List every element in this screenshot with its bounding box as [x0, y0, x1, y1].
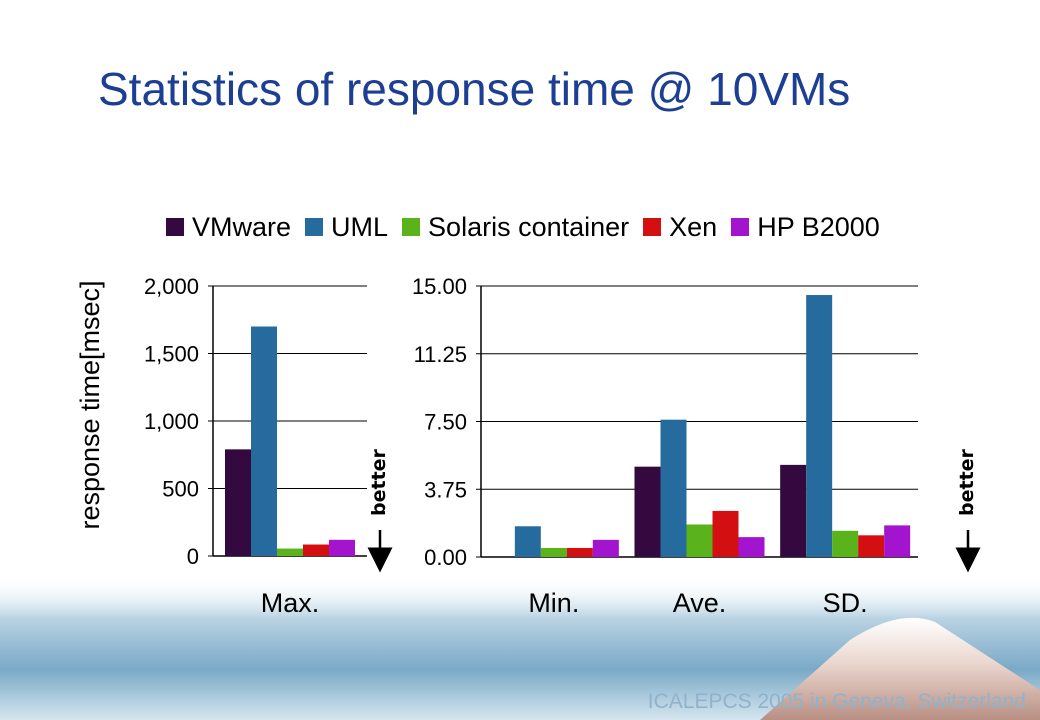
bar: [566, 547, 593, 557]
x-category-label: Ave.: [673, 588, 727, 618]
y-tick-label: 0.00: [424, 545, 467, 570]
better-indicator-left: better: [367, 448, 393, 573]
bar: [858, 535, 885, 557]
legend-label: HP B2000: [757, 211, 880, 242]
bar: [251, 326, 277, 556]
y-tick-label: 15.00: [412, 274, 467, 299]
legend-item-hp: HP B2000: [731, 212, 880, 243]
y-tick-label: 0: [187, 544, 199, 569]
bar: [660, 419, 687, 557]
legend-swatch: [166, 218, 184, 236]
better-label: better: [368, 448, 390, 516]
bar: [540, 547, 567, 557]
legend-item-uml: UML: [305, 212, 388, 243]
legend-item-solaris: Solaris container: [402, 212, 629, 243]
bar: [780, 464, 807, 557]
y-tick-label: 3.75: [424, 477, 467, 502]
footer-caption: ICALEPCS 2005 in Geneva, Switzerland: [647, 690, 1026, 713]
y-tick-label: 1,000: [144, 409, 199, 434]
legend-label: VMware: [192, 211, 292, 242]
y-axis-label: response time[msec]: [75, 280, 105, 529]
mountain-shape: [760, 617, 1040, 720]
y-tick-label: 11.25: [414, 342, 467, 367]
x-category-label: Max.: [261, 588, 320, 618]
bar: [686, 524, 713, 557]
min-ave-sd-chart: 0.00 3.75 7.50 11.25 15.00 Min. Ave. SD.: [412, 274, 918, 618]
y-tick-label: 1,500: [144, 342, 199, 367]
y-tick-label: 2,000: [144, 274, 199, 299]
x-category-label: SD.: [823, 588, 868, 618]
legend-swatch: [402, 218, 421, 236]
max-response-chart: 0 500 1,000 1,500 2,000 Max. response time[mse…: [75, 274, 367, 618]
bar: [634, 466, 661, 557]
legend-label: Xen: [669, 211, 718, 242]
x-category-label: Min.: [528, 588, 579, 618]
background-decoration: [0, 575, 1040, 720]
bar: [592, 539, 619, 557]
better-label: better: [956, 448, 978, 516]
bar: [277, 548, 303, 556]
y-tick-label: 500: [162, 477, 199, 502]
chart-legend: VMware UML Solaris container Xen HP B200…: [166, 210, 894, 244]
legend-swatch: [305, 218, 324, 236]
legend-swatch: [731, 218, 750, 236]
bar: [712, 510, 739, 557]
legend-item-xen: Xen: [643, 212, 717, 243]
legend-swatch: [643, 218, 662, 236]
bar: [832, 530, 859, 557]
bar: [738, 537, 765, 557]
bar: [806, 295, 833, 557]
better-indicator-right: better: [955, 448, 981, 573]
legend-item-vmware: VMware: [166, 212, 291, 243]
bar: [225, 449, 251, 556]
bar: [884, 525, 911, 557]
legend-label: UML: [331, 211, 389, 242]
y-tick-label: 7.50: [424, 410, 467, 435]
bar: [303, 544, 329, 556]
bar: [329, 539, 355, 556]
bar: [514, 526, 541, 557]
legend-label: Solaris container: [428, 211, 630, 242]
slide-title: Statistics of response time @ 10VMs: [98, 63, 851, 115]
